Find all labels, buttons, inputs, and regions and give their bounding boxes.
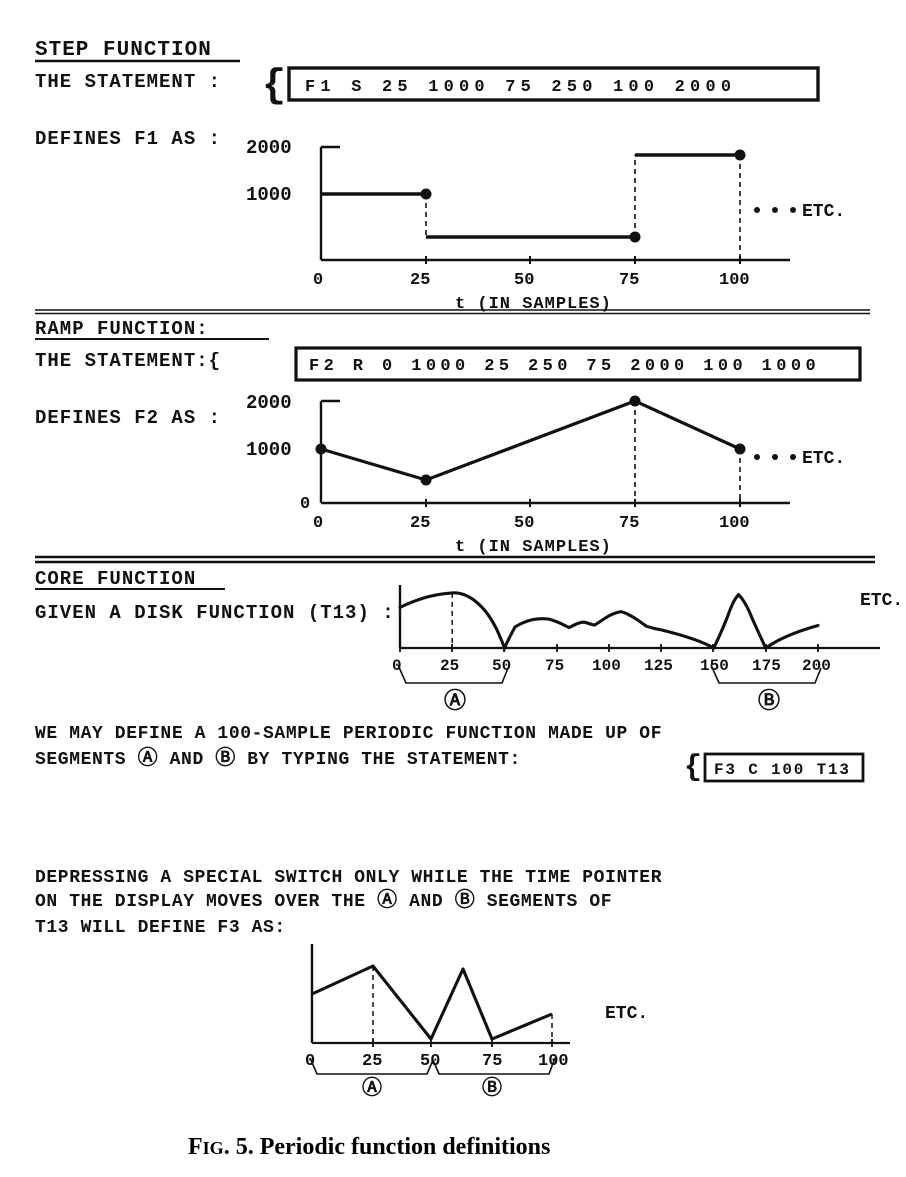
svg-text:{: {: [684, 751, 702, 785]
svg-text:75: 75: [482, 1052, 502, 1071]
svg-text:DEPRESSING A SPECIAL SWITCH ON: DEPRESSING A SPECIAL SWITCH ONLY WHILE T…: [35, 868, 662, 888]
svg-text:1000: 1000: [246, 439, 292, 461]
svg-text:T13 WILL DEFINE F3 AS:: T13 WILL DEFINE F3 AS:: [35, 918, 286, 938]
svg-text:125: 125: [644, 657, 673, 675]
svg-text:0: 0: [313, 514, 323, 533]
svg-text:GIVEN A DISK FUNCTION (T13) :: GIVEN A DISK FUNCTION (T13) :: [35, 602, 395, 624]
svg-text:CORE FUNCTION: CORE FUNCTION: [35, 568, 196, 590]
svg-text:ETC.: ETC.: [802, 449, 845, 469]
svg-text:{: {: [262, 64, 286, 109]
svg-text:100: 100: [592, 657, 621, 675]
svg-text:F2 R 0 1000 25 250: F2 R 0 1000 25 250 75 2000 100 1000: [309, 357, 820, 376]
svg-text:ETC.: ETC.: [860, 591, 903, 611]
svg-text:100: 100: [719, 271, 750, 290]
svg-text:RAMP FUNCTION:: RAMP FUNCTION:: [35, 318, 209, 340]
svg-text:SEGMENTS Ⓐ AND Ⓑ BY TYPING THE: SEGMENTS Ⓐ AND Ⓑ BY TYPING THE STATEMENT…: [35, 746, 521, 771]
svg-text:F3 C 100 T13: F3 C 100 T13: [714, 761, 851, 779]
svg-text:75: 75: [619, 514, 639, 533]
svg-text:75: 75: [619, 271, 639, 290]
svg-text:ETC.: ETC.: [605, 1004, 648, 1024]
svg-text:STEP FUNCTION: STEP FUNCTION: [35, 39, 212, 62]
svg-text:100: 100: [719, 514, 750, 533]
svg-text:200: 200: [802, 657, 831, 675]
svg-text:DEFINES F2 AS :: DEFINES F2 AS :: [35, 407, 221, 429]
svg-text:25: 25: [410, 514, 430, 533]
svg-text:2000: 2000: [246, 392, 292, 414]
svg-text:WE MAY DEFINE A 100-SAMPLE PER: WE MAY DEFINE A 100-SAMPLE PERIODIC FUNC…: [35, 724, 662, 744]
svg-text:50: 50: [514, 271, 534, 290]
svg-text:75: 75: [545, 657, 564, 675]
svg-text:DEFINES F1 AS :: DEFINES F1 AS :: [35, 128, 221, 150]
svg-text:Ⓑ: Ⓑ: [758, 688, 780, 715]
svg-text:0: 0: [300, 495, 310, 514]
svg-text:ETC.: ETC.: [802, 202, 845, 222]
svg-text:THE STATEMENT:{: THE STATEMENT:{: [35, 350, 221, 372]
svg-text:Ⓐ: Ⓐ: [444, 688, 466, 715]
svg-text:THE STATEMENT :: THE STATEMENT :: [35, 71, 221, 93]
svg-text:FIG. 5. Periodic function d: FIG. 5. Periodic function definitions: [188, 1134, 550, 1160]
svg-text:t (IN SAMPLES): t (IN SAMPLES): [455, 295, 612, 314]
svg-text:2000: 2000: [246, 137, 292, 159]
svg-text:50: 50: [492, 657, 511, 675]
svg-text:0: 0: [392, 657, 402, 675]
svg-text:F1 S 25 1000 75 250: F1 S 25 1000 75 250 100 2000: [305, 78, 736, 97]
svg-text:175: 175: [752, 657, 781, 675]
svg-text:1000: 1000: [246, 184, 292, 206]
svg-text:Ⓑ: Ⓑ: [482, 1076, 502, 1101]
svg-text:0: 0: [313, 271, 323, 290]
svg-text:50: 50: [514, 514, 534, 533]
svg-text:25: 25: [410, 271, 430, 290]
svg-text:Ⓐ: Ⓐ: [362, 1076, 382, 1101]
svg-text:ON THE DISPLAY MOVES OVER THE: ON THE DISPLAY MOVES OVER THE Ⓐ AND Ⓑ SE…: [35, 888, 612, 913]
svg-text:25: 25: [362, 1052, 382, 1071]
svg-text:t (IN SAMPLES): t (IN SAMPLES): [455, 538, 612, 557]
svg-text:25: 25: [440, 657, 459, 675]
